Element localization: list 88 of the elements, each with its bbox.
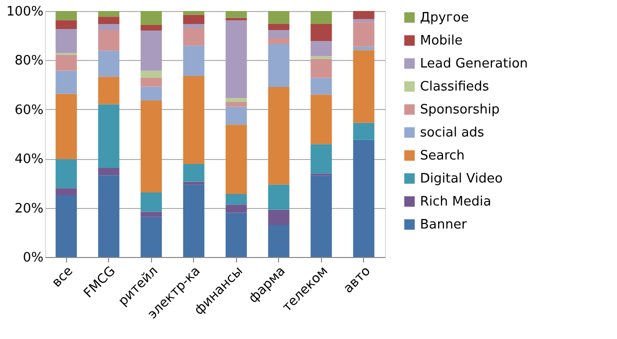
bar [98,50,120,77]
bar [56,94,77,160]
bar [310,24,332,42]
bar [183,164,204,182]
bar [140,192,162,212]
bar [140,11,162,26]
bar [226,102,247,107]
bar [268,38,290,44]
bar [226,11,247,18]
y-tick-label: 60% [14,102,44,118]
bar [183,24,204,28]
bar [98,168,120,176]
bar [56,11,77,20]
bar [56,70,77,94]
bar [98,104,120,168]
bar [56,188,77,196]
y-tick-label: 0% [22,250,44,266]
legend-label: Banner [420,218,468,232]
bar [98,30,120,51]
legend-label: Classifieds [420,80,490,94]
bar [56,28,77,54]
bar [56,159,77,188]
bar [98,175,120,257]
bar [226,194,247,205]
legend-label: Search [420,148,465,164]
legend-label: social ads [420,126,484,140]
bar [140,216,162,257]
bar [98,16,120,24]
bar [183,76,204,164]
bar [268,30,290,38]
bar [353,140,374,257]
bar [268,44,290,88]
bar [56,196,77,257]
bar [268,24,290,30]
bar [56,55,77,71]
bar [353,22,374,47]
legend-label: Другое [420,10,469,26]
bar [183,11,204,15]
bar [226,204,247,213]
bar [353,50,374,123]
x-tick-label: все [49,264,76,291]
bar [310,41,332,56]
y-tick-label: 20% [14,201,44,216]
bar [353,46,374,50]
bar [183,28,204,46]
bar [226,98,247,102]
bar [310,144,332,174]
legend-label: Sponsorship [420,102,500,118]
bar [226,124,247,194]
bar [140,30,162,71]
bar [310,176,332,257]
bar [56,20,77,29]
legend-label: Rich Media [420,194,492,210]
y-tick-label: 40% [14,152,44,168]
legend-label: Digital Video [420,172,503,186]
bar [140,212,162,217]
bar [353,19,374,22]
bar [183,14,204,24]
bar [268,87,290,185]
bar [140,78,162,87]
legend-label: Mobile [420,34,463,48]
bar [140,25,162,31]
bar [310,58,332,78]
bar [310,11,332,24]
bar [140,86,162,101]
bar [268,184,290,210]
bar [226,212,247,257]
y-tick-label: 100% [6,4,44,20]
y-tick-label: 80% [14,54,44,69]
bar [98,76,120,104]
legend-label: Lead Generation [420,56,528,72]
bar [268,210,290,226]
bar [183,184,204,257]
bar [140,100,162,193]
bar [268,11,290,24]
bar [226,106,247,125]
bar [353,122,374,140]
bar [268,225,290,257]
bar [98,24,120,30]
bar [310,78,332,95]
bar [226,20,247,98]
bar [310,94,332,144]
bar [226,18,247,20]
bar [183,182,204,185]
bar [98,11,120,17]
bar [353,11,374,20]
bar [140,70,162,78]
bar [183,46,204,76]
